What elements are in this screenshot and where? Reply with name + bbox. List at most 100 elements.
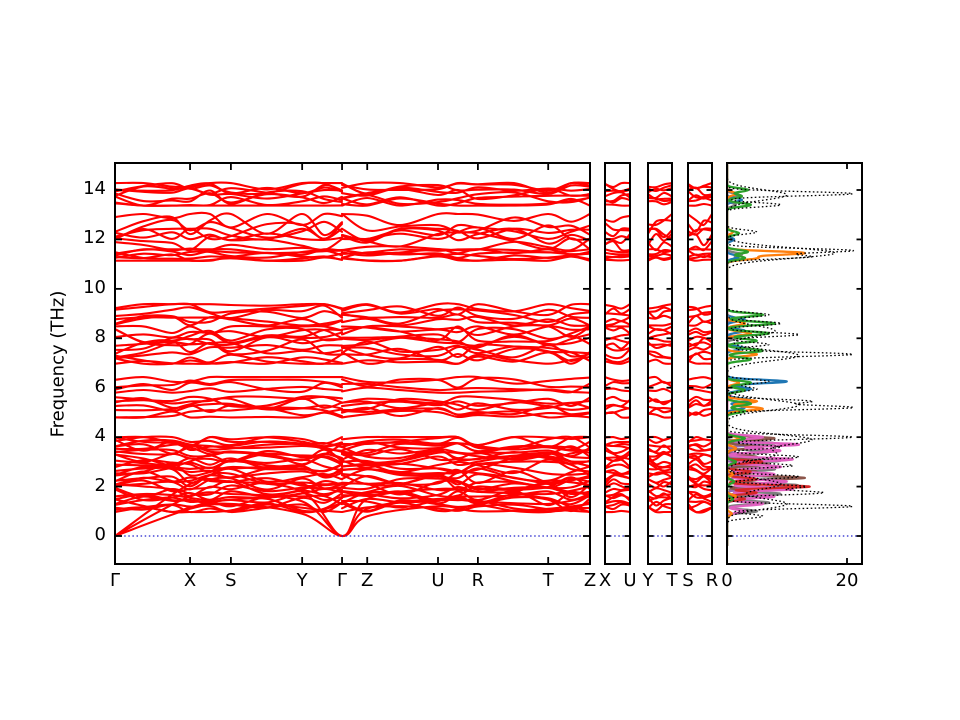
phonon-band <box>606 303 629 310</box>
phonon-band <box>340 490 589 505</box>
phonon-band <box>689 403 711 409</box>
phonon-band <box>649 322 671 327</box>
phonon-band <box>689 463 711 471</box>
phonon-band <box>649 412 671 419</box>
phonon-band <box>116 328 344 340</box>
phonon-band <box>606 376 629 382</box>
phonon-band <box>649 306 671 313</box>
dos-tick-label: 0 <box>721 570 733 591</box>
phonon-band <box>689 305 711 316</box>
phonon-band <box>689 232 711 247</box>
phonon-band <box>649 396 671 404</box>
phonon-band <box>689 304 711 312</box>
phonon-band <box>689 327 711 334</box>
phonon-band <box>116 491 589 538</box>
phonon-band <box>116 502 589 538</box>
phonon-band <box>689 249 711 256</box>
phonon-band <box>649 191 671 200</box>
phonon-band <box>606 316 629 324</box>
phonon-band <box>606 458 629 469</box>
k-point-label: T <box>666 570 678 591</box>
phonon-band <box>606 222 629 232</box>
phonon-band <box>116 458 344 473</box>
phonon-band <box>689 435 711 444</box>
k-point-label: Γ <box>109 570 121 591</box>
phonon-band <box>649 489 671 498</box>
y-axis-label: Frequency (THz) <box>47 290 69 438</box>
phonon-band <box>689 182 711 190</box>
phonon-band <box>649 303 671 310</box>
phonon-band <box>606 449 629 458</box>
phonon-band <box>340 231 589 251</box>
phonon-band <box>116 476 344 488</box>
phonon-band <box>606 181 629 189</box>
phonon-band <box>606 494 629 500</box>
phonon-band <box>606 215 629 223</box>
main-band-panel <box>116 181 589 538</box>
phonon-band <box>689 441 711 448</box>
phonon-band <box>689 352 711 363</box>
panel-frame <box>114 162 591 565</box>
y-tick-label: 6 <box>94 375 106 397</box>
phonon-band <box>116 480 344 498</box>
phonon-band <box>689 253 711 259</box>
phonon-band <box>116 249 344 259</box>
dos-tick-label: 20 <box>835 570 859 591</box>
phonon-band <box>340 440 589 452</box>
segment-panel-SR <box>689 182 711 514</box>
phonon-band <box>606 380 629 387</box>
phonon-band <box>116 435 344 447</box>
phonon-band <box>689 490 711 498</box>
phonon-band <box>606 203 629 207</box>
phonon-band <box>649 444 671 448</box>
phonon-band <box>649 444 671 453</box>
phonon-band <box>340 458 589 475</box>
phonon-band <box>689 186 711 197</box>
phonon-band <box>689 227 711 236</box>
phonon-band <box>116 247 344 255</box>
y-tick-label: 8 <box>94 326 106 348</box>
phonon-band <box>689 213 711 227</box>
phonon-band <box>689 490 711 499</box>
phonon-band <box>606 399 629 408</box>
phonon-band <box>606 488 629 497</box>
phonon-band <box>116 181 344 191</box>
phonon-band <box>340 333 589 349</box>
phonon-band <box>649 375 671 385</box>
phonon-band <box>340 344 589 359</box>
phonon-band <box>649 407 671 416</box>
phonon-band <box>689 197 711 203</box>
phonon-band <box>606 258 629 262</box>
phonon-band <box>649 472 671 478</box>
phonon-band <box>606 345 629 352</box>
k-point-label: Z <box>361 570 374 591</box>
phonon-band <box>340 325 589 336</box>
phonon-band <box>340 473 589 490</box>
phonon-band <box>606 509 629 514</box>
phonon-band <box>606 446 629 455</box>
phonon-band <box>649 387 671 394</box>
phonon-band <box>649 502 671 512</box>
k-point-label: X <box>598 570 612 591</box>
phonon-band <box>649 496 671 503</box>
phonon-band <box>606 443 629 448</box>
phonon-band <box>606 470 629 475</box>
phonon-band <box>689 330 711 337</box>
phonon-band <box>340 375 589 385</box>
phonon-band <box>116 395 344 405</box>
phonon-band <box>649 252 671 258</box>
phonon-band <box>606 463 629 470</box>
phonon-band <box>340 194 589 207</box>
phonon-band <box>340 324 589 338</box>
phonon-band <box>340 226 589 242</box>
phonon-band <box>116 212 344 237</box>
y-tick-label: 10 <box>83 276 106 298</box>
dos-brown <box>728 164 806 546</box>
phonon-band <box>606 469 629 476</box>
phonon-band <box>606 360 629 365</box>
k-point-label: U <box>431 570 445 591</box>
phonon-band <box>606 478 629 487</box>
phonon-band <box>116 310 344 325</box>
phonon-band <box>649 476 671 484</box>
